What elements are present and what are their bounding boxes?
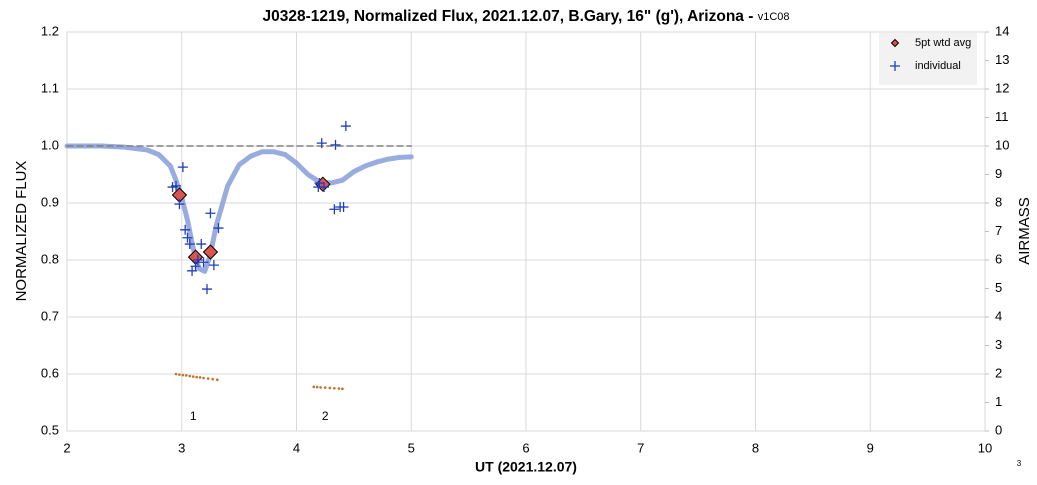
dot-point	[191, 375, 195, 378]
dot-point	[333, 386, 336, 390]
dot-point	[211, 377, 215, 381]
dot-point	[337, 387, 341, 390]
dot-point	[188, 374, 192, 378]
y-tick-label: 0.8	[41, 251, 59, 266]
plus-point	[174, 199, 185, 210]
plus-point	[184, 239, 195, 250]
x-tick-label: 10	[978, 440, 992, 455]
plus-point	[319, 182, 330, 193]
y-tick-label: 0.5	[41, 422, 59, 437]
plus-point	[314, 178, 325, 189]
plus-point	[196, 239, 207, 250]
dot-point	[202, 376, 205, 380]
y2-tick-label: 11	[995, 109, 1009, 124]
y2-tick-label: 4	[995, 308, 1002, 323]
y-tick-label: 0.7	[41, 308, 59, 323]
dot-point	[195, 375, 198, 379]
x-tick-label: 3	[178, 440, 185, 455]
y2-tick-label: 5	[995, 280, 1002, 295]
x-tick-label: 5	[408, 440, 415, 455]
y2-tick-label: 7	[995, 223, 1002, 238]
y-tick-label: 0.6	[41, 365, 59, 380]
plus-point	[316, 138, 327, 149]
diamond-point	[315, 176, 331, 192]
x-tick-label: 2	[63, 440, 70, 455]
x-tick-label: 9	[867, 440, 874, 455]
y2-tick-label: 2	[995, 365, 1002, 380]
y2-tick-label: 8	[995, 194, 1002, 209]
legend-label: individual	[915, 60, 961, 72]
annotation: 1	[190, 409, 197, 423]
plus-point	[340, 121, 351, 132]
plus-point	[192, 255, 203, 265]
diamond-point	[202, 244, 219, 260]
plus-point	[329, 204, 340, 215]
dot-point	[312, 385, 316, 389]
plus-point	[208, 260, 219, 271]
annotation: 2	[322, 409, 329, 423]
y2-tick-label: 9	[995, 166, 1002, 181]
dot-point	[185, 374, 188, 377]
dot-point	[181, 373, 185, 377]
x-tick-label: 8	[752, 440, 759, 455]
chart-title: J0328-1219, Normalized Flux, 2021.12.07,…	[263, 8, 790, 25]
legend-label: 5pt wtd avg	[915, 37, 971, 49]
y2-tick-label: 13	[995, 52, 1009, 67]
y2-tick-label: 3	[995, 337, 1002, 352]
y2-tick-label: 12	[995, 80, 1009, 95]
title: J0328-1219, Normalized Flux, 2021.12.07,…	[263, 8, 758, 25]
plus-point	[213, 223, 224, 234]
model-curve	[64, 143, 414, 274]
y2-tick-label: 6	[995, 251, 1002, 266]
legend-marker	[890, 61, 900, 71]
x-tick-label: 6	[522, 440, 529, 455]
plus-point	[190, 261, 201, 272]
footnote: 3	[1017, 459, 1022, 468]
dot-point	[319, 386, 322, 389]
dot-point	[341, 387, 344, 391]
y-tick-label: 1.2	[41, 23, 59, 38]
dot-point	[206, 377, 210, 380]
legend-marker	[890, 38, 900, 48]
y-axis-label: NORMALIZED FLUX	[13, 161, 30, 302]
plus-point	[330, 139, 341, 150]
version: v1C08	[758, 11, 790, 23]
plus-point	[171, 180, 182, 191]
plus-point	[177, 162, 188, 173]
plus-point	[198, 257, 209, 268]
plus-point	[338, 201, 349, 212]
plus-point	[180, 224, 191, 235]
dot-point	[174, 372, 178, 376]
y-tick-label: 1.1	[41, 80, 59, 95]
y2-tick-label: 1	[995, 394, 1002, 409]
dot-point	[178, 373, 181, 376]
plus-point	[182, 232, 193, 243]
x-axis-label: UT (2021.12.07)	[475, 459, 577, 475]
x-tick-label: 4	[293, 440, 300, 455]
dot-point	[323, 386, 327, 389]
y2-axis-label: AIRMASS	[1016, 197, 1033, 265]
y2-tick-label: 10	[995, 137, 1009, 152]
dot-point	[198, 376, 202, 379]
y-tick-label: 1.0	[41, 137, 59, 152]
plus-point	[201, 284, 212, 295]
dot-point	[216, 378, 219, 381]
y2-tick-label: 0	[995, 422, 1002, 437]
y-tick-label: 0.9	[41, 194, 59, 209]
plus-point	[205, 208, 216, 219]
x-tick-label: 7	[637, 440, 644, 455]
dot-point	[328, 386, 332, 390]
dot-point	[315, 385, 319, 389]
y2-tick-label: 14	[995, 23, 1009, 38]
